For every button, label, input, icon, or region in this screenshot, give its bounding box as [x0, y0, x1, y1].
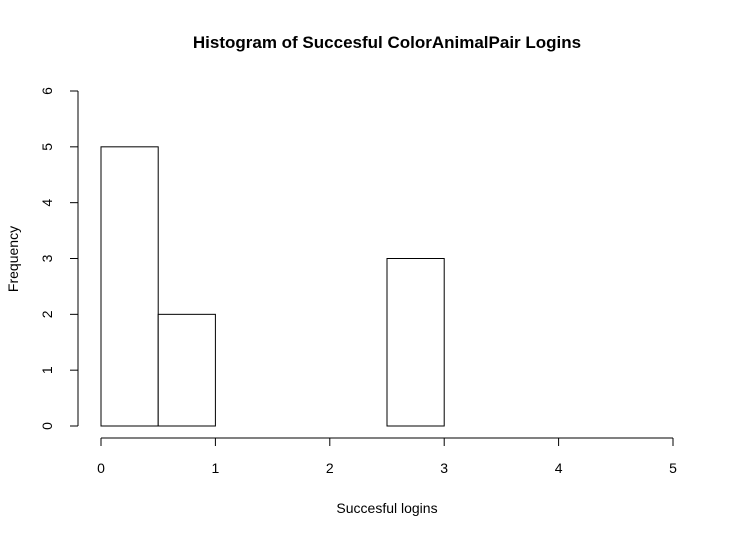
y-tick-label: 4 [39, 199, 55, 207]
histogram-bar [386, 258, 445, 427]
chart-title: Histogram of Succesful ColorAnimalPair L… [193, 33, 581, 52]
y-tick-label: 3 [39, 254, 55, 262]
y-tick-label: 1 [39, 366, 55, 374]
x-tick-label: 3 [440, 460, 448, 476]
y-axis: 0 1 2 3 4 5 6 [39, 87, 79, 430]
x-axis-label: Succesful logins [336, 500, 437, 516]
y-tick-label: 5 [39, 143, 55, 151]
x-tick-label: 2 [326, 460, 334, 476]
histogram-bar [157, 313, 216, 427]
x-tick-label: 5 [669, 460, 677, 476]
histogram-bar [100, 146, 159, 427]
x-axis: 0 1 2 3 4 5 [97, 437, 677, 476]
y-axis-label: Frequency [5, 226, 21, 292]
x-tick-label: 0 [97, 460, 105, 476]
y-tick-label: 0 [39, 422, 55, 430]
x-tick-label: 4 [555, 460, 563, 476]
y-tick-label: 2 [39, 310, 55, 318]
x-tick-label: 1 [212, 460, 220, 476]
bars-group [100, 146, 445, 427]
y-tick-label: 6 [39, 87, 55, 95]
